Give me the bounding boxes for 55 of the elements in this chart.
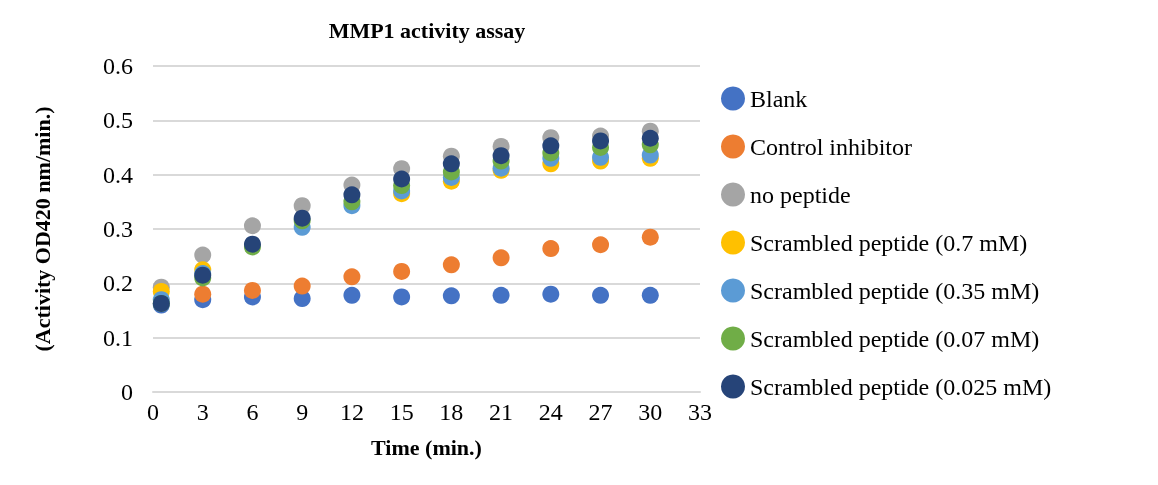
y-tick-label: 0.2	[103, 270, 133, 297]
y-tick-label: 0.1	[103, 324, 133, 351]
y-axis-title: (Activity OD420 nm/min.)	[29, 106, 55, 352]
y-tick-label: 0.4	[103, 161, 133, 188]
y-tick-label: 0.6	[103, 53, 133, 79]
x-tick-label: 27	[588, 399, 613, 425]
point	[592, 236, 610, 254]
x-tick-label: 15	[389, 399, 414, 425]
point	[243, 281, 261, 299]
x-tick-label: 12	[339, 399, 364, 425]
point	[442, 155, 460, 173]
point	[442, 256, 460, 274]
chart-title: MMP1 activity assay	[328, 17, 526, 43]
point	[592, 132, 610, 150]
x-tick-label: 21	[489, 399, 514, 425]
y-tick-label: 0	[121, 379, 133, 405]
point	[243, 217, 261, 235]
point	[542, 285, 560, 303]
point	[343, 286, 361, 304]
legend-label: Blank	[750, 85, 808, 112]
x-tick-label: 0	[147, 399, 159, 425]
x-tick-label: 33	[688, 399, 712, 425]
x-tick-label: 3	[196, 399, 209, 425]
legend-label: Scrambled peptide (0.7 mM)	[750, 229, 1028, 256]
x-axis-title: Time (min.)	[371, 434, 482, 460]
x-tick-label: 18	[439, 399, 464, 425]
y-tick-label: 0.3	[103, 216, 133, 242]
legend-label: no peptide	[750, 181, 851, 208]
point	[641, 228, 659, 246]
point	[542, 240, 560, 258]
point	[641, 129, 659, 147]
legend-label: Scrambled peptide (0.35 mM)	[750, 277, 1040, 304]
point	[442, 287, 460, 305]
point	[343, 268, 361, 286]
x-tick-label: 6	[246, 399, 259, 425]
point	[641, 286, 659, 304]
x-tick-label: 30	[638, 399, 663, 425]
point	[293, 277, 311, 295]
x-tick-label: 24	[538, 399, 563, 425]
legend-label: Scrambled peptide (0.025 mM)	[750, 373, 1052, 400]
point	[542, 137, 560, 155]
point	[492, 147, 510, 165]
point	[492, 286, 510, 304]
point	[393, 262, 411, 280]
point	[194, 246, 212, 264]
point	[492, 249, 510, 267]
legend-label: Control inhibitor	[750, 133, 913, 160]
y-tick-label: 0.5	[103, 107, 133, 134]
point	[592, 286, 610, 304]
legend-label: Scrambled peptide (0.07 mM)	[750, 325, 1040, 352]
x-tick-label: 9	[296, 399, 309, 425]
point	[194, 285, 212, 303]
point	[393, 288, 411, 306]
point	[343, 186, 361, 204]
point	[393, 170, 411, 188]
